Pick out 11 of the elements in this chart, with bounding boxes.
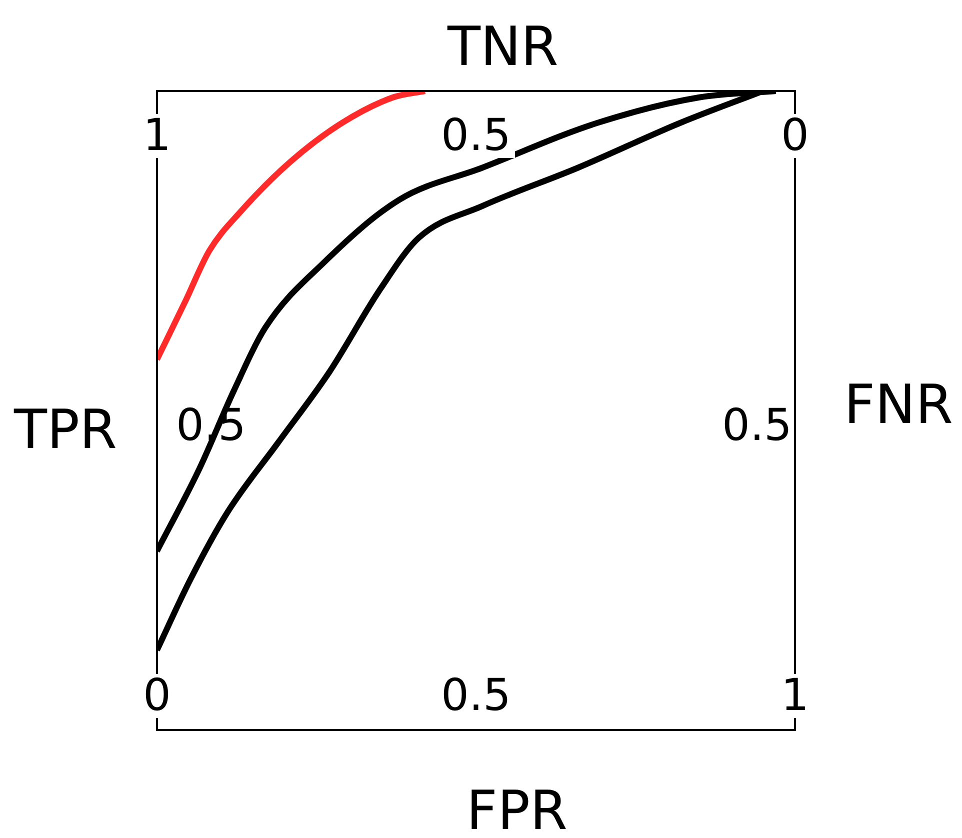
x-tick-label: 0.5: [440, 670, 512, 721]
y2-axis-title: FNR: [844, 373, 953, 436]
x2-axis-title: TNR: [448, 15, 558, 78]
x-tick-label: 1: [780, 670, 810, 721]
x2-tick-label: 0.5: [440, 110, 512, 161]
y-axis-title: TPR: [14, 398, 118, 461]
x-tick-label: 0: [142, 670, 172, 721]
x2-tick-label: 1: [142, 110, 172, 161]
annotation: 0.5: [722, 400, 792, 451]
x-axis-title: FPR: [466, 779, 568, 838]
x2-tick-label: 0: [780, 110, 810, 161]
